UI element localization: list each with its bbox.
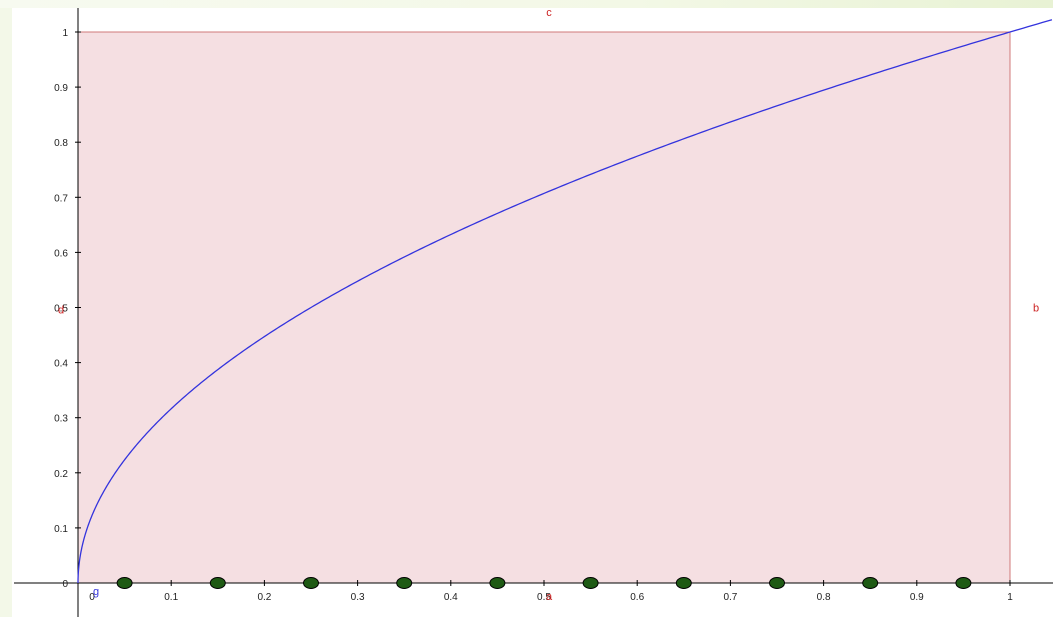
x-tick-label: 0.2 (257, 592, 271, 603)
sample-point (489, 577, 506, 589)
y-tick-label: 0.2 (54, 469, 68, 480)
slide-frame-top (0, 0, 1053, 8)
annotation-layer: a b c d g (58, 7, 1039, 603)
x-tick-label: 0.3 (351, 592, 365, 603)
label-d: d (58, 305, 64, 317)
y-tick-label: 0.5 (54, 304, 68, 315)
x-tick-label: 0.1 (164, 592, 178, 603)
y-tick-label: 1 (62, 28, 68, 39)
sample-point (955, 577, 972, 589)
sample-point (303, 577, 319, 589)
sqrt-curve (77, 19, 1053, 584)
label-g: g (93, 586, 99, 598)
y-tick-label: 0.8 (54, 138, 68, 149)
x-tick-label: 0 (89, 592, 95, 603)
x-tick-label: 0.8 (817, 592, 831, 603)
slide-frame-left (0, 0, 12, 617)
y-ticks: 0 0.1 0.2 0.3 0.4 0.5 0.6 0.7 0.8 0.9 1 (54, 28, 81, 590)
label-c: c (546, 7, 552, 19)
sample-point (116, 577, 133, 589)
y-tick-label: 0.4 (54, 359, 68, 370)
x-tick-label: 0.6 (630, 592, 644, 603)
y-tick-label: 0 (62, 579, 68, 590)
x-tick-label: 0.4 (444, 592, 458, 603)
x-ticks: 0 0.1 0.2 0.3 0.4 0.5 0.6 0.7 0.8 0.9 1 (77, 580, 1013, 603)
label-a: a (546, 591, 553, 603)
y-tick-label: 0.6 (54, 248, 68, 259)
points-layer (116, 577, 972, 589)
sample-point (862, 577, 879, 589)
y-tick-label: 0.1 (54, 524, 68, 535)
x-tick-label: 0.5 (537, 592, 551, 603)
sample-point (582, 577, 599, 589)
sample-point (396, 577, 413, 589)
sample-point (769, 577, 785, 589)
unit-square (77, 31, 1011, 584)
x-tick-label: 1 (1007, 592, 1013, 603)
label-b: b (1033, 303, 1039, 315)
x-tick-label: 0.9 (910, 592, 924, 603)
y-tick-label: 0.9 (54, 83, 68, 94)
y-tick-label: 0.7 (54, 193, 68, 204)
y-tick-label: 0.3 (54, 414, 68, 425)
sample-point (675, 577, 692, 589)
sample-point (209, 577, 226, 589)
x-tick-label: 0.7 (723, 592, 737, 603)
series-layer (77, 19, 1053, 584)
